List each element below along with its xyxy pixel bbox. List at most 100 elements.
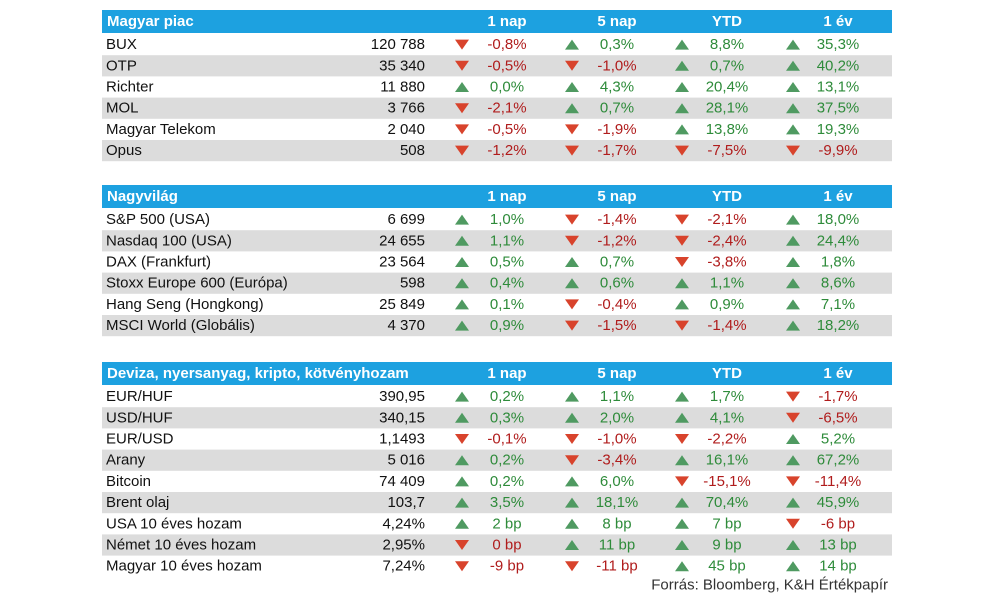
change-value: -3,4%	[597, 452, 636, 469]
trend-up	[455, 455, 469, 466]
change-value: 1,1%	[600, 388, 634, 405]
trend-down	[675, 476, 689, 487]
change-value: 8,8%	[710, 36, 744, 53]
trend-down	[786, 476, 800, 487]
trend-up	[675, 278, 689, 289]
trend-down	[455, 434, 469, 444]
column-header: 1 nap	[487, 13, 526, 30]
trend-up	[675, 561, 689, 572]
trend-down	[455, 39, 469, 50]
row-stripe	[102, 534, 892, 556]
trend-down	[565, 455, 579, 466]
trend-down	[675, 434, 689, 444]
trend-down	[675, 235, 689, 246]
trend-up	[786, 39, 800, 50]
change-value: -1,0%	[597, 431, 636, 448]
change-value: 40,2%	[817, 57, 860, 74]
change-value: 18,2%	[817, 317, 860, 334]
trend-down	[565, 124, 579, 135]
row-stripe	[102, 315, 892, 337]
trend-up	[675, 39, 689, 50]
change-value: 1,0%	[490, 211, 524, 228]
section-title: Deviza, nyersanyag, kripto, kötvényhozam	[107, 365, 409, 382]
change-value: 2 bp	[492, 515, 521, 532]
trend-up	[786, 561, 800, 572]
row-value: 2,95%	[382, 537, 425, 554]
change-value: 4,1%	[710, 409, 744, 426]
change-value: 1,1%	[490, 232, 524, 249]
row-name: Stoxx Europe 600 (Európa)	[106, 275, 288, 292]
row-value: 120 788	[371, 36, 425, 53]
change-value: 0,7%	[710, 57, 744, 74]
trend-down	[565, 145, 579, 156]
trend-up	[565, 257, 579, 267]
row-value: 11 880	[380, 79, 425, 96]
row-value: 35 340	[379, 57, 425, 74]
trend-down	[675, 214, 689, 225]
change-value: 0,7%	[600, 100, 634, 117]
change-value: -7,5%	[707, 142, 746, 159]
row-value: 598	[400, 275, 425, 292]
change-value: -1,7%	[597, 142, 636, 159]
row-value: 4 370	[387, 317, 425, 334]
trend-down	[565, 299, 579, 310]
row-name: MSCI World (Globális)	[106, 317, 255, 334]
trend-up	[675, 518, 689, 529]
trend-up	[565, 391, 579, 402]
change-value: -1,0%	[597, 57, 636, 74]
row-name: Bitcoin	[106, 473, 151, 490]
change-value: -0,5%	[487, 121, 526, 138]
header-bar	[102, 10, 892, 33]
change-value: 45 bp	[708, 558, 746, 575]
change-value: 13 bp	[819, 537, 857, 554]
trend-up	[455, 320, 469, 331]
trend-up	[675, 391, 689, 402]
change-value: 70,4%	[706, 494, 749, 511]
trend-down	[565, 320, 579, 331]
change-value: 5,2%	[821, 431, 855, 448]
change-value: 13,1%	[817, 79, 860, 96]
change-value: -3,8%	[707, 254, 746, 271]
trend-up	[675, 82, 689, 92]
change-value: -0,4%	[597, 296, 636, 313]
row-value: 23 564	[379, 254, 425, 271]
change-value: -2,1%	[487, 100, 526, 117]
column-header: 1 év	[823, 13, 853, 30]
change-value: 1,1%	[710, 275, 744, 292]
change-value: 13,8%	[706, 121, 749, 138]
trend-up	[786, 455, 800, 466]
trend-up	[565, 103, 579, 114]
trend-down	[455, 540, 469, 550]
row-stripe	[102, 272, 892, 294]
change-value: 67,2%	[817, 452, 860, 469]
trend-up	[565, 476, 579, 487]
row-name: Richter	[106, 79, 154, 96]
trend-down	[565, 60, 579, 71]
section-title: Nagyvilág	[107, 188, 178, 205]
change-value: 20,4%	[706, 79, 749, 96]
row-name: Magyar Telekom	[106, 121, 216, 138]
trend-up	[455, 497, 469, 508]
row-name: MOL	[106, 100, 139, 117]
change-value: 0,2%	[490, 388, 524, 405]
change-value: 24,4%	[817, 232, 860, 249]
change-value: -1,7%	[818, 388, 857, 405]
change-value: 0,2%	[490, 452, 524, 469]
change-value: 0,2%	[490, 473, 524, 490]
row-stripe	[102, 492, 892, 514]
trend-up	[565, 82, 579, 92]
column-header: 1 nap	[487, 365, 526, 382]
change-value: 2,0%	[600, 409, 634, 426]
trend-up	[455, 391, 469, 402]
change-value: -6 bp	[821, 515, 855, 532]
trend-up	[565, 278, 579, 289]
change-value: 0,5%	[490, 254, 524, 271]
trend-down	[675, 145, 689, 156]
change-value: 7,1%	[821, 296, 855, 313]
row-name: OTP	[106, 57, 137, 74]
source-note: Forrás: Bloomberg, K&H Értékpapír	[651, 577, 888, 594]
change-value: 16,1%	[706, 452, 749, 469]
row-value: 25 849	[379, 296, 425, 313]
trend-up	[786, 235, 800, 246]
